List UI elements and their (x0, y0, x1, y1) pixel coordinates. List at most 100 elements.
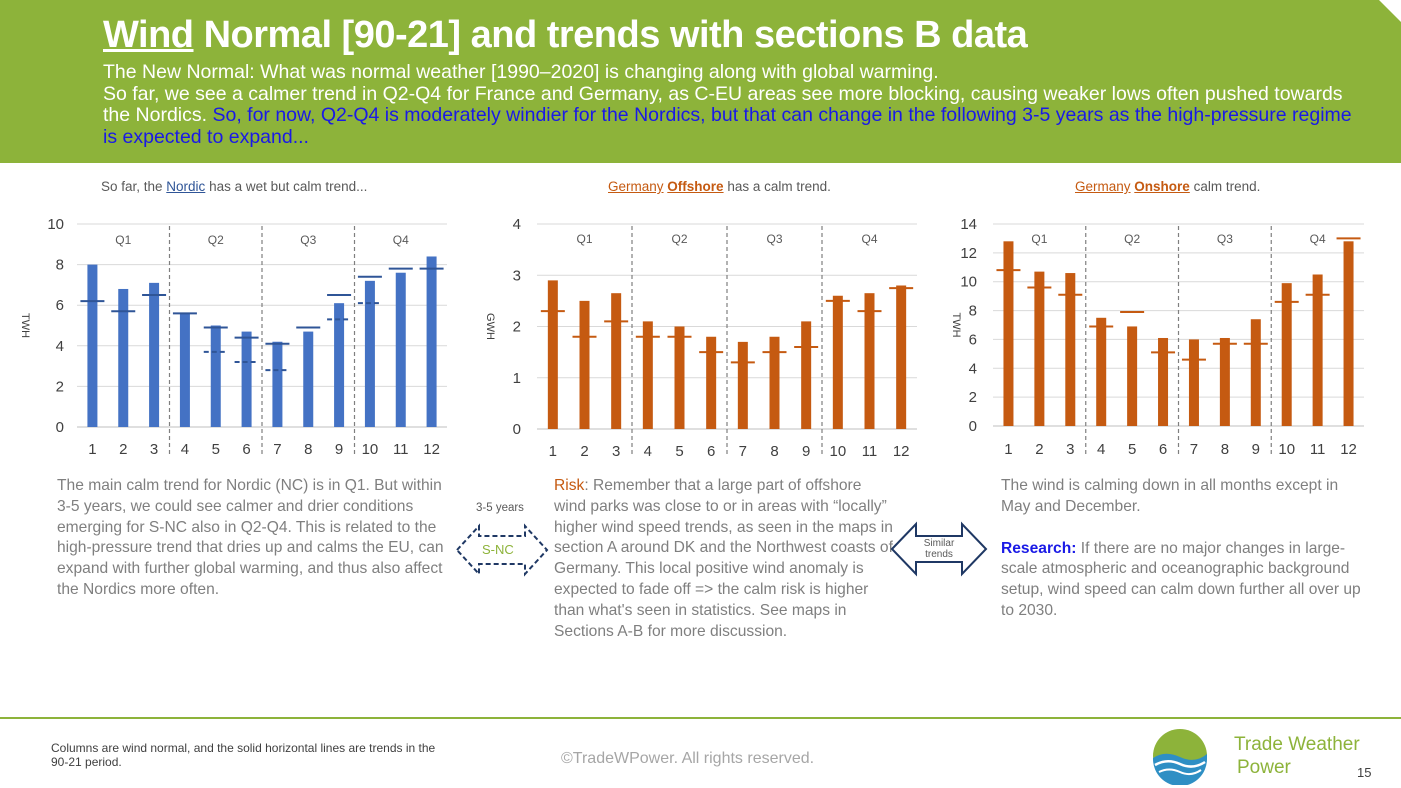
nordic-x-tick-label: 8 (304, 441, 312, 458)
onshore-bar (1188, 339, 1199, 426)
nordic-y-tick-label: 10 (47, 216, 64, 233)
offshore-bar (706, 336, 717, 429)
nordic-bar (87, 264, 98, 427)
page-number: 15 (1357, 765, 1372, 780)
page-subtitle: The New Normal: What was normal weather … (103, 61, 1363, 148)
onshore-quarter-label: Q4 (1310, 232, 1326, 246)
onshore-bar (1312, 274, 1323, 426)
onshore-bar (1219, 337, 1230, 426)
offshore-quarter-label: Q4 (861, 232, 877, 246)
nordic-caption-pre: So far, the (101, 179, 167, 194)
offshore-x-tick-label: 11 (862, 443, 878, 460)
nordic-y-tick-label: 6 (56, 297, 64, 314)
copyright: ©TradeWPower. All rights reserved. (561, 750, 815, 767)
offshore-chart-caption: Germany Offshore has a calm trend. (608, 179, 831, 194)
offshore-x-tick-label: 8 (770, 443, 778, 460)
snc-arrow-icon (455, 523, 549, 577)
onshore-bar (1096, 317, 1107, 426)
nordic-caption-keyword: Nordic (166, 179, 206, 194)
nordic-chart-caption: So far, the Nordic has a wet but calm tr… (101, 179, 367, 194)
similar-line2: trends (925, 549, 953, 560)
onshore-bar (1065, 273, 1076, 426)
nordic-y-tick-label: 8 (56, 257, 64, 274)
subtitle-line2: So far, we see a calmer trend in Q2-Q4 f… (103, 82, 1343, 126)
onshore-caption-germany: Germany (1075, 179, 1131, 194)
onshore-x-tick-label: 2 (1035, 441, 1043, 458)
footnote: Columns are wind normal, and the solid h… (51, 741, 436, 769)
nordic-x-tick-label: 1 (88, 441, 96, 458)
onshore-x-tick-label: 8 (1221, 441, 1229, 458)
onshore-chart-caption: Germany Onshore calm trend. (1075, 179, 1260, 194)
onshore-y-tick-label: 14 (960, 216, 977, 233)
nordic-bar (179, 313, 190, 427)
offshore-x-tick-label: 9 (802, 443, 810, 460)
nordic-bar (272, 341, 283, 427)
offshore-commentary: Risk: Remember that a large part of offs… (554, 476, 894, 642)
onshore-bar (1281, 283, 1292, 426)
nordic-bar (364, 280, 375, 427)
nordic-bar (395, 272, 406, 427)
onshore-x-tick-label: 4 (1097, 441, 1105, 458)
offshore-x-tick-label: 6 (707, 443, 715, 460)
nordic-quarter-label: Q1 (115, 233, 131, 247)
nordic-y-tick-label: 4 (56, 338, 64, 355)
offshore-caption-germany: Germany (608, 179, 664, 194)
onshore-y-tick-label: 4 (969, 360, 977, 377)
offshore-x-tick-label: 12 (893, 443, 910, 460)
risk-label: Risk (554, 477, 585, 494)
nordic-x-tick-label: 3 (150, 441, 158, 458)
research-label: Research: (1001, 539, 1077, 557)
onshore-quarter-label: Q3 (1217, 232, 1233, 246)
nordic-bar (149, 282, 160, 427)
offshore-x-tick-label: 2 (580, 443, 588, 460)
nordic-x-tick-label: 2 (119, 441, 127, 458)
onshore-commentary: The wind is calming down in all months e… (1001, 476, 1371, 622)
offshore-x-tick-label: 10 (829, 443, 846, 460)
offshore-x-tick-label: 1 (549, 443, 557, 460)
offshore-y-tick-label: 4 (513, 216, 521, 233)
onshore-y-axis-label: TWH (950, 312, 962, 337)
nordic-bar (426, 256, 437, 427)
offshore-quarter-label: Q2 (671, 232, 687, 246)
offshore-bar (579, 300, 590, 429)
footer-divider (0, 717, 1401, 719)
similar-line1: Similar (923, 538, 955, 549)
offshore-caption-keyword: Offshore (667, 179, 724, 194)
onshore-y-tick-label: 6 (969, 331, 977, 348)
nordic-x-tick-label: 12 (423, 441, 440, 458)
nordic-x-tick-label: 9 (335, 441, 343, 458)
onshore-y-tick-label: 10 (960, 274, 977, 291)
offshore-x-tick-label: 3 (612, 443, 620, 460)
onshore-commentary-p2: Research: If there are no major changes … (1001, 539, 1371, 622)
brand-name: Trade Weather Power (1234, 733, 1360, 779)
header-banner: Wind Normal [90-21] and trends with sect… (0, 0, 1401, 163)
onshore-x-tick-label: 7 (1190, 441, 1198, 458)
offshore-y-tick-label: 2 (513, 319, 521, 336)
onshore-bar (1127, 326, 1138, 426)
offshore-bar (547, 280, 558, 429)
onshore-x-tick-label: 10 (1278, 441, 1295, 458)
onshore-y-tick-label: 0 (969, 418, 977, 435)
offshore-bar (642, 321, 653, 429)
onshore-bar (1250, 319, 1261, 426)
onshore-x-tick-label: 1 (1004, 441, 1012, 458)
offshore-bar (737, 341, 748, 429)
onshore-bar (1003, 241, 1014, 426)
onshore-commentary-p2-body: If there are no major changes in large-s… (1001, 539, 1361, 619)
onshore-quarter-label: Q1 (1031, 232, 1047, 246)
offshore-quarter-label: Q1 (576, 232, 592, 246)
similar-trends-label: Similar trends (914, 538, 964, 560)
nordic-commentary: The main calm trend for Nordic (NC) is i… (57, 477, 444, 598)
offshore-y-tick-label: 3 (513, 267, 521, 284)
offshore-y-tick-label: 0 (513, 421, 521, 438)
onshore-y-tick-label: 2 (969, 389, 977, 406)
nordic-bar (210, 325, 221, 427)
nordic-bar (334, 303, 345, 427)
page-title: Wind Normal [90-21] and trends with sect… (103, 14, 1028, 57)
onshore-x-tick-label: 11 (1310, 441, 1326, 458)
years-label: 3-5 years (476, 502, 524, 514)
